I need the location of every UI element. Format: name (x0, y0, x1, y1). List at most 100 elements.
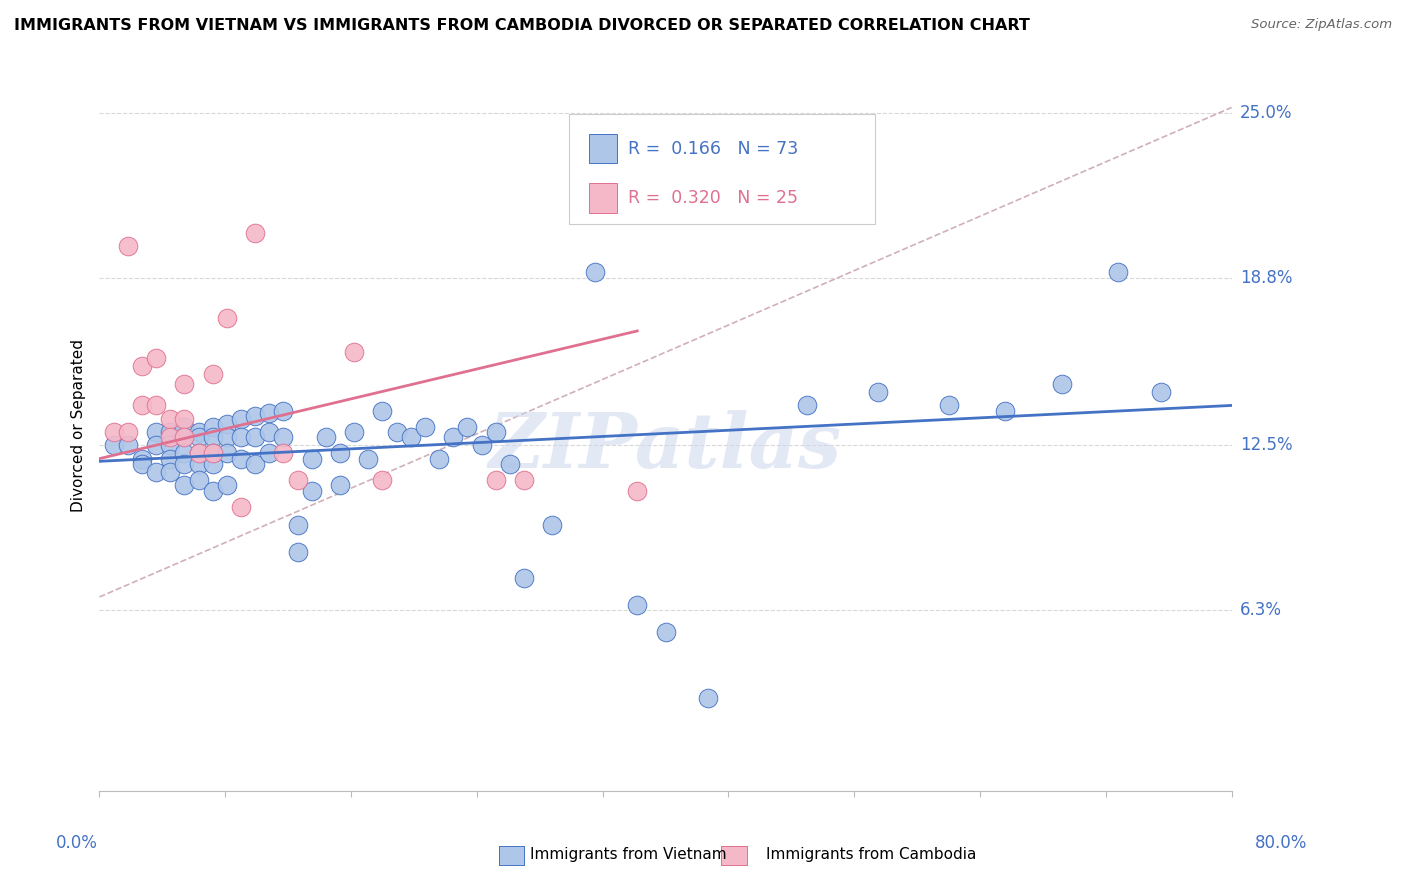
Point (583, 265, 606, 279)
Point (385, 425, 408, 439)
Point (229, 411, 252, 425)
Point (470, 438, 492, 452)
Point (654, 624, 676, 639)
Point (173, 419, 195, 434)
Point (173, 457, 195, 471)
Point (159, 430, 181, 444)
Point (229, 451, 252, 466)
FancyBboxPatch shape (589, 184, 617, 212)
Point (173, 478, 195, 492)
Point (131, 451, 153, 466)
FancyBboxPatch shape (589, 134, 617, 163)
Point (173, 446, 195, 460)
Point (259, 406, 281, 420)
Point (173, 411, 195, 425)
Text: 25.0%: 25.0% (1240, 103, 1292, 122)
Point (697, 691, 720, 706)
Point (273, 446, 295, 460)
Point (1150, 385, 1173, 400)
Point (273, 430, 295, 444)
Point (626, 598, 648, 612)
Point (1050, 377, 1073, 392)
Point (201, 446, 224, 460)
Point (441, 430, 464, 444)
Point (456, 419, 478, 434)
Point (357, 451, 380, 466)
Point (215, 417, 238, 431)
Text: IMMIGRANTS FROM VIETNAM VS IMMIGRANTS FROM CAMBODIA DIVORCED OR SEPARATED CORREL: IMMIGRANTS FROM VIETNAM VS IMMIGRANTS FR… (14, 18, 1031, 33)
Point (131, 457, 153, 471)
Point (513, 571, 536, 585)
Point (201, 483, 224, 498)
Point (173, 430, 195, 444)
Point (145, 351, 167, 365)
Point (541, 518, 564, 533)
Text: 12.5%: 12.5% (1240, 436, 1292, 454)
Text: Source: ZipAtlas.com: Source: ZipAtlas.com (1251, 18, 1392, 31)
Point (938, 399, 960, 413)
Point (626, 483, 648, 498)
Point (103, 438, 125, 452)
Point (145, 465, 167, 479)
Point (159, 438, 181, 452)
Point (499, 457, 522, 471)
Point (201, 367, 224, 381)
Text: R =  0.320   N = 25: R = 0.320 N = 25 (628, 189, 799, 207)
Point (243, 409, 266, 423)
Point (371, 473, 394, 487)
Point (187, 473, 209, 487)
Point (243, 457, 266, 471)
Point (145, 438, 167, 452)
Point (215, 478, 238, 492)
Point (315, 430, 337, 444)
Point (229, 430, 252, 444)
Point (399, 430, 422, 444)
Point (287, 473, 309, 487)
Point (273, 403, 295, 417)
Point (215, 430, 238, 444)
Point (1107, 265, 1129, 279)
Text: 18.8%: 18.8% (1240, 268, 1292, 286)
Point (994, 403, 1017, 417)
Point (187, 446, 209, 460)
Point (131, 399, 153, 413)
Text: Immigrants from Vietnam: Immigrants from Vietnam (530, 847, 727, 862)
Point (866, 385, 889, 400)
Point (215, 446, 238, 460)
Point (329, 446, 352, 460)
Point (131, 359, 153, 373)
Point (187, 430, 209, 444)
Point (159, 451, 181, 466)
Point (259, 425, 281, 439)
Point (117, 438, 139, 452)
Text: Immigrants from Cambodia: Immigrants from Cambodia (766, 847, 977, 862)
Point (145, 399, 167, 413)
Point (173, 377, 195, 392)
Point (215, 310, 238, 325)
Point (485, 425, 508, 439)
Point (201, 430, 224, 444)
Point (427, 451, 450, 466)
Point (343, 345, 366, 359)
Point (243, 226, 266, 240)
Point (287, 545, 309, 559)
Point (413, 419, 436, 434)
Point (243, 430, 266, 444)
Point (145, 425, 167, 439)
Point (796, 399, 818, 413)
Point (159, 425, 181, 439)
Point (201, 446, 224, 460)
Point (329, 478, 352, 492)
Point (117, 425, 139, 439)
Point (343, 425, 366, 439)
FancyBboxPatch shape (569, 114, 875, 224)
Point (301, 483, 323, 498)
Point (371, 403, 394, 417)
Point (485, 473, 508, 487)
Point (201, 419, 224, 434)
Point (159, 465, 181, 479)
Point (201, 457, 224, 471)
Point (187, 425, 209, 439)
Text: ZIPatlas: ZIPatlas (489, 410, 842, 484)
Text: 80.0%: 80.0% (1256, 834, 1308, 852)
